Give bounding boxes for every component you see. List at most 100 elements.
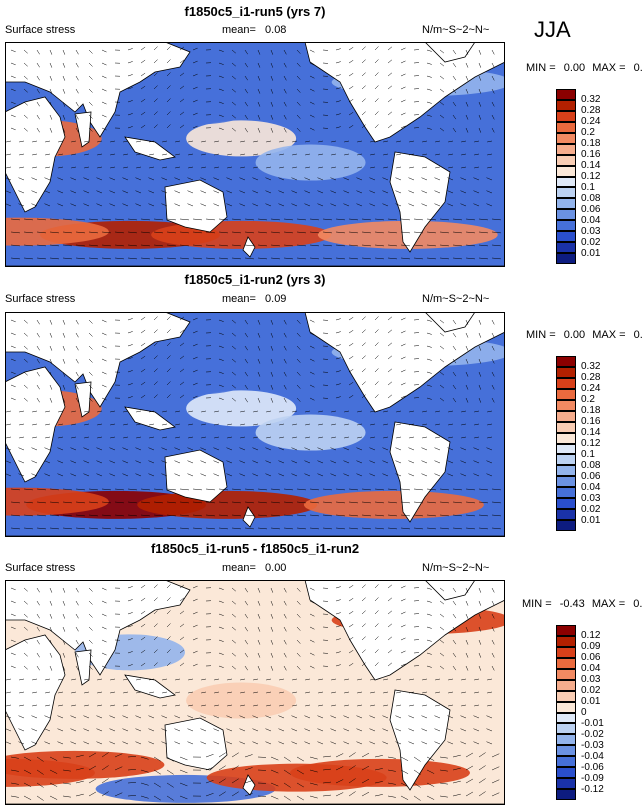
vector-arrow: [370, 691, 376, 694]
vector-arrow: [478, 88, 482, 94]
vector-arrow: [62, 527, 72, 530]
vector-arrow: [439, 49, 445, 54]
vector-arrow: [162, 140, 168, 143]
vector-arrow: [97, 678, 103, 681]
vector-arrow: [331, 704, 337, 707]
vector-arrow: [49, 332, 53, 338]
vector-arrow: [231, 345, 236, 350]
vector-arrow: [201, 678, 207, 681]
vector-arrow: [244, 257, 254, 260]
vector-arrow: [374, 527, 384, 530]
vector-arrow: [23, 127, 28, 132]
panel-1-min: 0.00: [563, 62, 586, 74]
vector-arrow: [361, 85, 366, 90]
vector-arrow: [96, 460, 103, 464]
vector-arrow: [422, 423, 428, 426]
vector-arrow: [421, 473, 428, 477]
vector-arrow: [166, 85, 171, 90]
vector-arrow: [84, 153, 90, 156]
vector-arrow: [279, 691, 285, 694]
colorbar-tick-label: -0.01: [581, 717, 604, 729]
vector-arrow: [227, 436, 233, 439]
vector-arrow: [279, 140, 285, 143]
vector-arrow: [179, 72, 185, 77]
vector-arrow: [148, 447, 155, 451]
vector-arrow: [153, 610, 158, 615]
vector-arrow: [149, 153, 155, 156]
vector-arrow: [491, 488, 501, 491]
vector-arrow: [166, 488, 176, 491]
vector-arrow: [447, 177, 454, 181]
vector-arrow: [473, 177, 480, 181]
vector-arrow: [309, 795, 318, 799]
colorbar-tick-label: 0.2: [581, 394, 595, 406]
vector-arrow: [240, 410, 246, 413]
vector-arrow: [253, 140, 259, 143]
vector-arrow: [162, 410, 168, 413]
vector-arrow: [330, 460, 337, 464]
vector-arrow: [465, 613, 469, 619]
vector-arrow: [434, 447, 441, 451]
vector-arrow: [460, 177, 467, 181]
stress-vectors: [5, 584, 500, 801]
vector-arrow: [252, 447, 259, 451]
landmass-7: [424, 580, 476, 601]
vector-arrow: [447, 203, 454, 207]
vector-arrow: [36, 319, 40, 325]
vector-arrow: [374, 755, 383, 758]
vector-arrow: [49, 257, 59, 260]
vector-arrow: [140, 610, 146, 615]
vector-arrow: [465, 358, 469, 364]
vector-arrow: [49, 127, 53, 133]
vector-arrow: [140, 329, 146, 334]
vector-arrow: [140, 85, 146, 90]
vector-arrow: [309, 769, 318, 773]
vector-arrow: [461, 153, 467, 156]
vector-arrow: [491, 514, 501, 517]
vector-arrow: [439, 397, 445, 402]
vector-arrow: [244, 244, 254, 247]
vector-arrow: [188, 423, 194, 426]
vector-arrow: [58, 678, 64, 681]
vector-arrow: [296, 600, 301, 605]
vector-arrow: [166, 46, 171, 51]
vector-arrow: [166, 111, 171, 116]
vector-arrow: [18, 203, 25, 207]
vector-arrow: [478, 791, 486, 797]
vector-arrow: [487, 704, 493, 707]
vector-arrow: [127, 231, 137, 234]
vector-arrow: [88, 384, 93, 389]
colorbar-tick-label: 0.12: [581, 171, 601, 182]
vector-arrow: [140, 231, 150, 234]
vector-arrow: [218, 613, 224, 616]
vector-arrow: [192, 112, 198, 116]
vector-arrow: [127, 599, 133, 602]
vector-arrow: [6, 153, 12, 156]
vector-arrow: [10, 488, 20, 491]
vector-arrow: [278, 190, 285, 194]
vector-arrow: [387, 610, 393, 615]
vector-arrow: [309, 782, 318, 786]
colorbar-swatch: [556, 454, 576, 466]
vector-arrow: [361, 649, 366, 654]
vector-arrow: [31, 741, 38, 745]
vector-arrow: [447, 473, 454, 477]
vector-arrow: [370, 423, 376, 426]
season-label: JJA: [534, 17, 571, 42]
colorbar-swatch: [556, 657, 576, 669]
landmass-5: [242, 774, 256, 796]
colorbar-swatch: [556, 498, 576, 510]
vector-arrow: [296, 782, 305, 788]
vector-arrow: [413, 244, 423, 247]
vector-arrow: [23, 527, 33, 530]
vector-arrow: [153, 368, 158, 373]
vector-arrow: [88, 397, 93, 402]
vector-arrow: [296, 756, 305, 762]
vector-arrow: [265, 460, 272, 464]
vector-arrow: [409, 140, 415, 143]
vector-arrow: [179, 244, 189, 247]
vector-arrow: [218, 791, 226, 797]
vector-arrow: [491, 766, 500, 771]
vector-arrow: [278, 473, 285, 477]
vector-arrow: [252, 203, 259, 207]
